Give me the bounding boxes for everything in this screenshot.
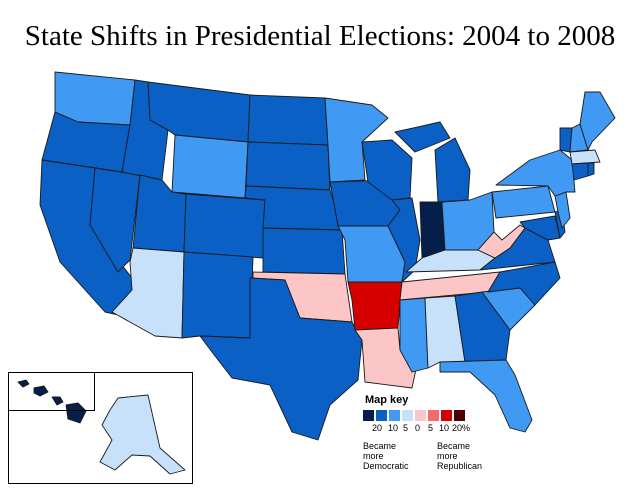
legend-title: Map key — [365, 394, 409, 406]
legend-note-republican: Became more Republican — [437, 441, 493, 471]
state-new-york — [495, 149, 576, 197]
state-new-mexico — [181, 251, 254, 339]
note-line: Became — [437, 441, 471, 451]
legend-swatches — [363, 410, 493, 421]
state-michigan — [434, 137, 471, 203]
state-west-virginia — [477, 224, 526, 259]
inset-divider — [94, 372, 95, 410]
swatch-dem5 — [389, 410, 400, 421]
state-south-dakota — [245, 141, 331, 191]
state-rhode-island — [587, 162, 595, 177]
swatch-dem10 — [376, 410, 387, 421]
state-florida — [439, 359, 533, 433]
state-massachusetts — [569, 149, 601, 165]
legend-tick: 20% — [452, 423, 471, 433]
swatch-rep5 — [428, 410, 439, 421]
state-louisiana — [354, 327, 419, 389]
state-mississippi — [399, 297, 429, 373]
note-line: Republican — [437, 461, 483, 471]
note-line: more — [437, 451, 458, 461]
state-indiana — [419, 201, 446, 259]
map-legend: Map key 20 10 5 0 5 10 20% Became more D… — [363, 394, 493, 471]
state-colorado — [183, 193, 266, 259]
swatch-rep20 — [454, 410, 465, 421]
state-wyoming — [171, 134, 249, 199]
note-line: more — [363, 451, 384, 461]
legend-ticks: 20 10 5 0 5 10 20% — [363, 423, 493, 435]
inset-frame — [8, 372, 193, 484]
state-connecticut — [571, 162, 589, 181]
note-line: Became — [363, 441, 397, 451]
state-arkansas — [347, 281, 403, 331]
legend-tick: 10 — [439, 423, 450, 433]
state-hawaii — [17, 379, 87, 424]
map-title: State Shifts in Presidential Elections: … — [24, 20, 616, 52]
state-north-carolina — [487, 261, 561, 306]
swatch-dem20 — [363, 410, 374, 421]
state-michigan-up — [394, 121, 451, 153]
swatch-rep0 — [415, 410, 426, 421]
state-maine — [579, 91, 616, 151]
state-pennsylvania — [491, 185, 556, 219]
legend-tick: 0 — [415, 423, 421, 433]
state-kansas — [262, 227, 346, 275]
legend-note-democratic: Became more Democratic — [363, 441, 419, 471]
state-minnesota — [324, 97, 389, 183]
state-maryland — [519, 215, 561, 241]
state-georgia — [454, 291, 511, 363]
swatch-rep10 — [441, 410, 452, 421]
state-alaska — [99, 394, 186, 475]
inset-divider-horizontal — [8, 410, 95, 411]
legend-tick: 10 — [388, 423, 399, 433]
note-line: Democratic — [363, 461, 409, 471]
legend-tick: 5 — [428, 423, 434, 433]
legend-tick: 5 — [403, 423, 409, 433]
state-texas — [199, 277, 363, 441]
legend-notes: Became more Democratic Became more Repub… — [363, 441, 493, 471]
swatch-dem0 — [402, 410, 413, 421]
state-north-dakota — [247, 94, 329, 146]
legend-tick: 20 — [372, 423, 383, 433]
